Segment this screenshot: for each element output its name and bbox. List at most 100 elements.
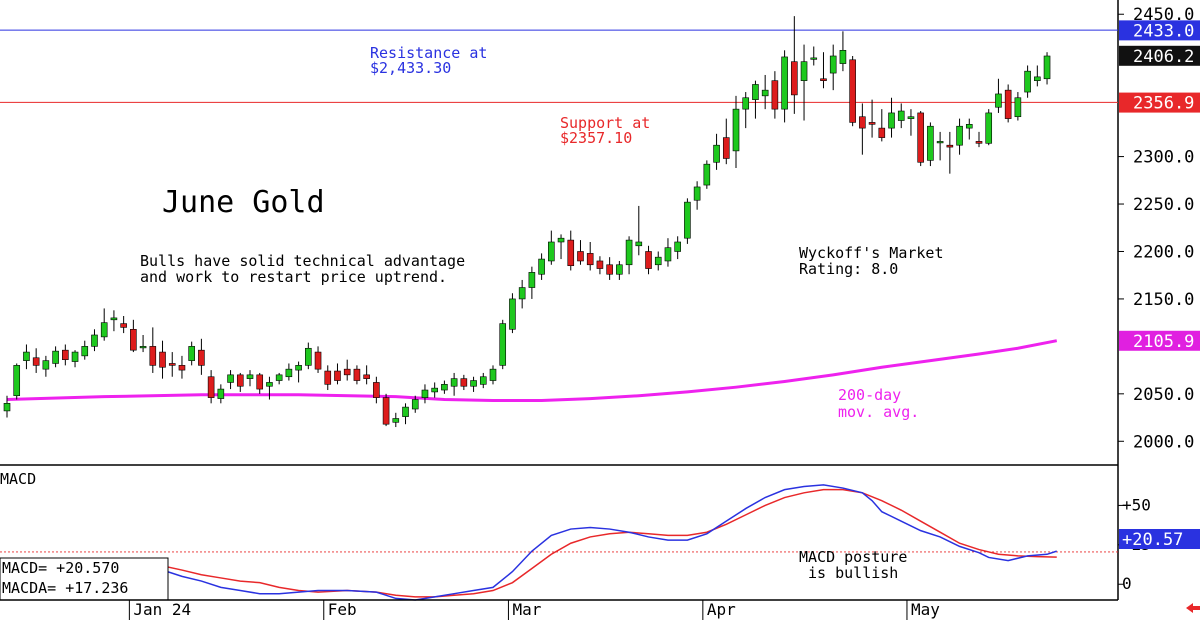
candle-body	[198, 349, 205, 366]
candle-body	[703, 163, 711, 186]
candle-body	[606, 264, 613, 275]
candle-body	[995, 93, 1002, 108]
time-axis-labels: Jan 24 Feb Mar Apr May	[128, 600, 940, 620]
macd-panel: MACD +50+250 +20.57 MACD= +20.570 MACDA=…	[0, 470, 1200, 620]
candle-body	[625, 239, 633, 266]
candle-body	[800, 61, 808, 81]
candle-body	[421, 389, 429, 398]
candle-body	[188, 346, 195, 361]
candle-body	[839, 49, 847, 64]
candle-body	[266, 382, 273, 387]
candle-body	[684, 201, 691, 239]
candle-body	[499, 323, 507, 366]
candle-body	[130, 328, 137, 351]
time-axis-label: Mar	[512, 600, 541, 619]
candle-body	[227, 374, 234, 383]
macda-line	[6, 488, 1057, 598]
candle-body	[324, 370, 332, 385]
candle-body	[985, 112, 993, 144]
price-tick-label: 2200.0	[1133, 242, 1194, 262]
macd-tick-label: 0	[1122, 574, 1132, 593]
candle-body	[110, 317, 118, 321]
candle-body	[761, 89, 769, 97]
candle-body	[645, 251, 652, 269]
macd-value-tag: +20.57	[1122, 530, 1183, 550]
time-axis-label: Jan 24	[133, 600, 191, 619]
candle-body	[810, 57, 818, 60]
candle-body	[518, 287, 526, 300]
candle-body	[217, 388, 225, 399]
candle-body	[936, 141, 944, 144]
candle-body	[927, 125, 934, 161]
candle-body	[285, 368, 293, 378]
candle-body	[654, 256, 662, 266]
commentary-text: Bulls have solid technical advantage and …	[140, 252, 465, 286]
candle-body	[577, 251, 584, 262]
candle-body	[100, 322, 108, 338]
candle-body	[441, 384, 448, 391]
candle-body	[71, 351, 79, 362]
candle-body	[489, 368, 497, 381]
candle-body	[965, 124, 973, 129]
moving-average-200-line	[6, 339, 1058, 402]
candle-body	[450, 378, 458, 387]
candle-body	[946, 144, 954, 148]
price-tag-label: 2105.9	[1133, 332, 1194, 352]
price-tag-bg	[1119, 330, 1200, 351]
candle-body	[548, 241, 555, 262]
price-tag-label: 2433.0	[1133, 21, 1194, 41]
market-rating-text: Wyckoff's Market Rating: 8.0	[799, 244, 944, 278]
candle-body	[732, 108, 740, 152]
candle-body	[392, 418, 400, 423]
price-tick-label: 2150.0	[1133, 290, 1194, 310]
candle-body	[1014, 97, 1022, 118]
candle-body	[305, 347, 312, 366]
time-axis-label: May	[911, 600, 940, 619]
candle-body	[693, 186, 701, 201]
candle-body	[888, 112, 895, 129]
price-tick-label: 2300.0	[1133, 148, 1194, 168]
candle-body	[1034, 76, 1041, 81]
candlestick-series	[3, 16, 1051, 428]
candle-body	[62, 349, 69, 360]
macd-readout-box	[0, 557, 169, 601]
candle-body	[42, 360, 50, 370]
candle-body	[178, 365, 186, 371]
candle-body	[168, 363, 176, 366]
candle-body	[431, 387, 438, 393]
candle-body	[771, 80, 779, 110]
candle-body	[975, 141, 983, 144]
candle-body	[791, 61, 798, 96]
price-tag-bg	[1119, 20, 1200, 41]
candle-body	[586, 253, 594, 266]
candle-body	[3, 403, 11, 412]
candle-body	[907, 116, 915, 119]
candle-body	[635, 241, 643, 247]
candle-body	[897, 110, 905, 121]
candle-body	[411, 399, 419, 410]
candle-body	[246, 374, 254, 379]
candle-body	[742, 97, 750, 110]
candle-body	[334, 370, 341, 381]
candle-body	[878, 127, 886, 138]
price-tick-label: 2450.0	[1133, 5, 1194, 25]
candle-body	[207, 376, 215, 398]
candle-body	[528, 272, 536, 288]
candle-body	[596, 260, 604, 269]
price-tick-label: 2250.0	[1133, 195, 1194, 215]
candle-body	[1004, 89, 1012, 119]
resistance-label: Resistance at $2,433.30	[370, 44, 487, 77]
candle-body	[674, 241, 681, 252]
macd-tick-label: +50	[1122, 495, 1151, 514]
time-axis-label: Apr	[707, 600, 736, 619]
candle-body	[52, 350, 59, 364]
scroll-arrow-icon[interactable]	[1186, 603, 1200, 613]
candle-body	[557, 237, 565, 243]
macd-readout: MACD= +20.570	[2, 559, 119, 577]
candle-body	[479, 376, 487, 385]
price-tick-label: 2000.0	[1133, 432, 1194, 452]
macd-note: MACD posture is bullish	[799, 548, 907, 582]
candle-body	[859, 116, 866, 129]
candle-body	[23, 351, 30, 361]
macd-value-tag-bg	[1119, 529, 1200, 549]
